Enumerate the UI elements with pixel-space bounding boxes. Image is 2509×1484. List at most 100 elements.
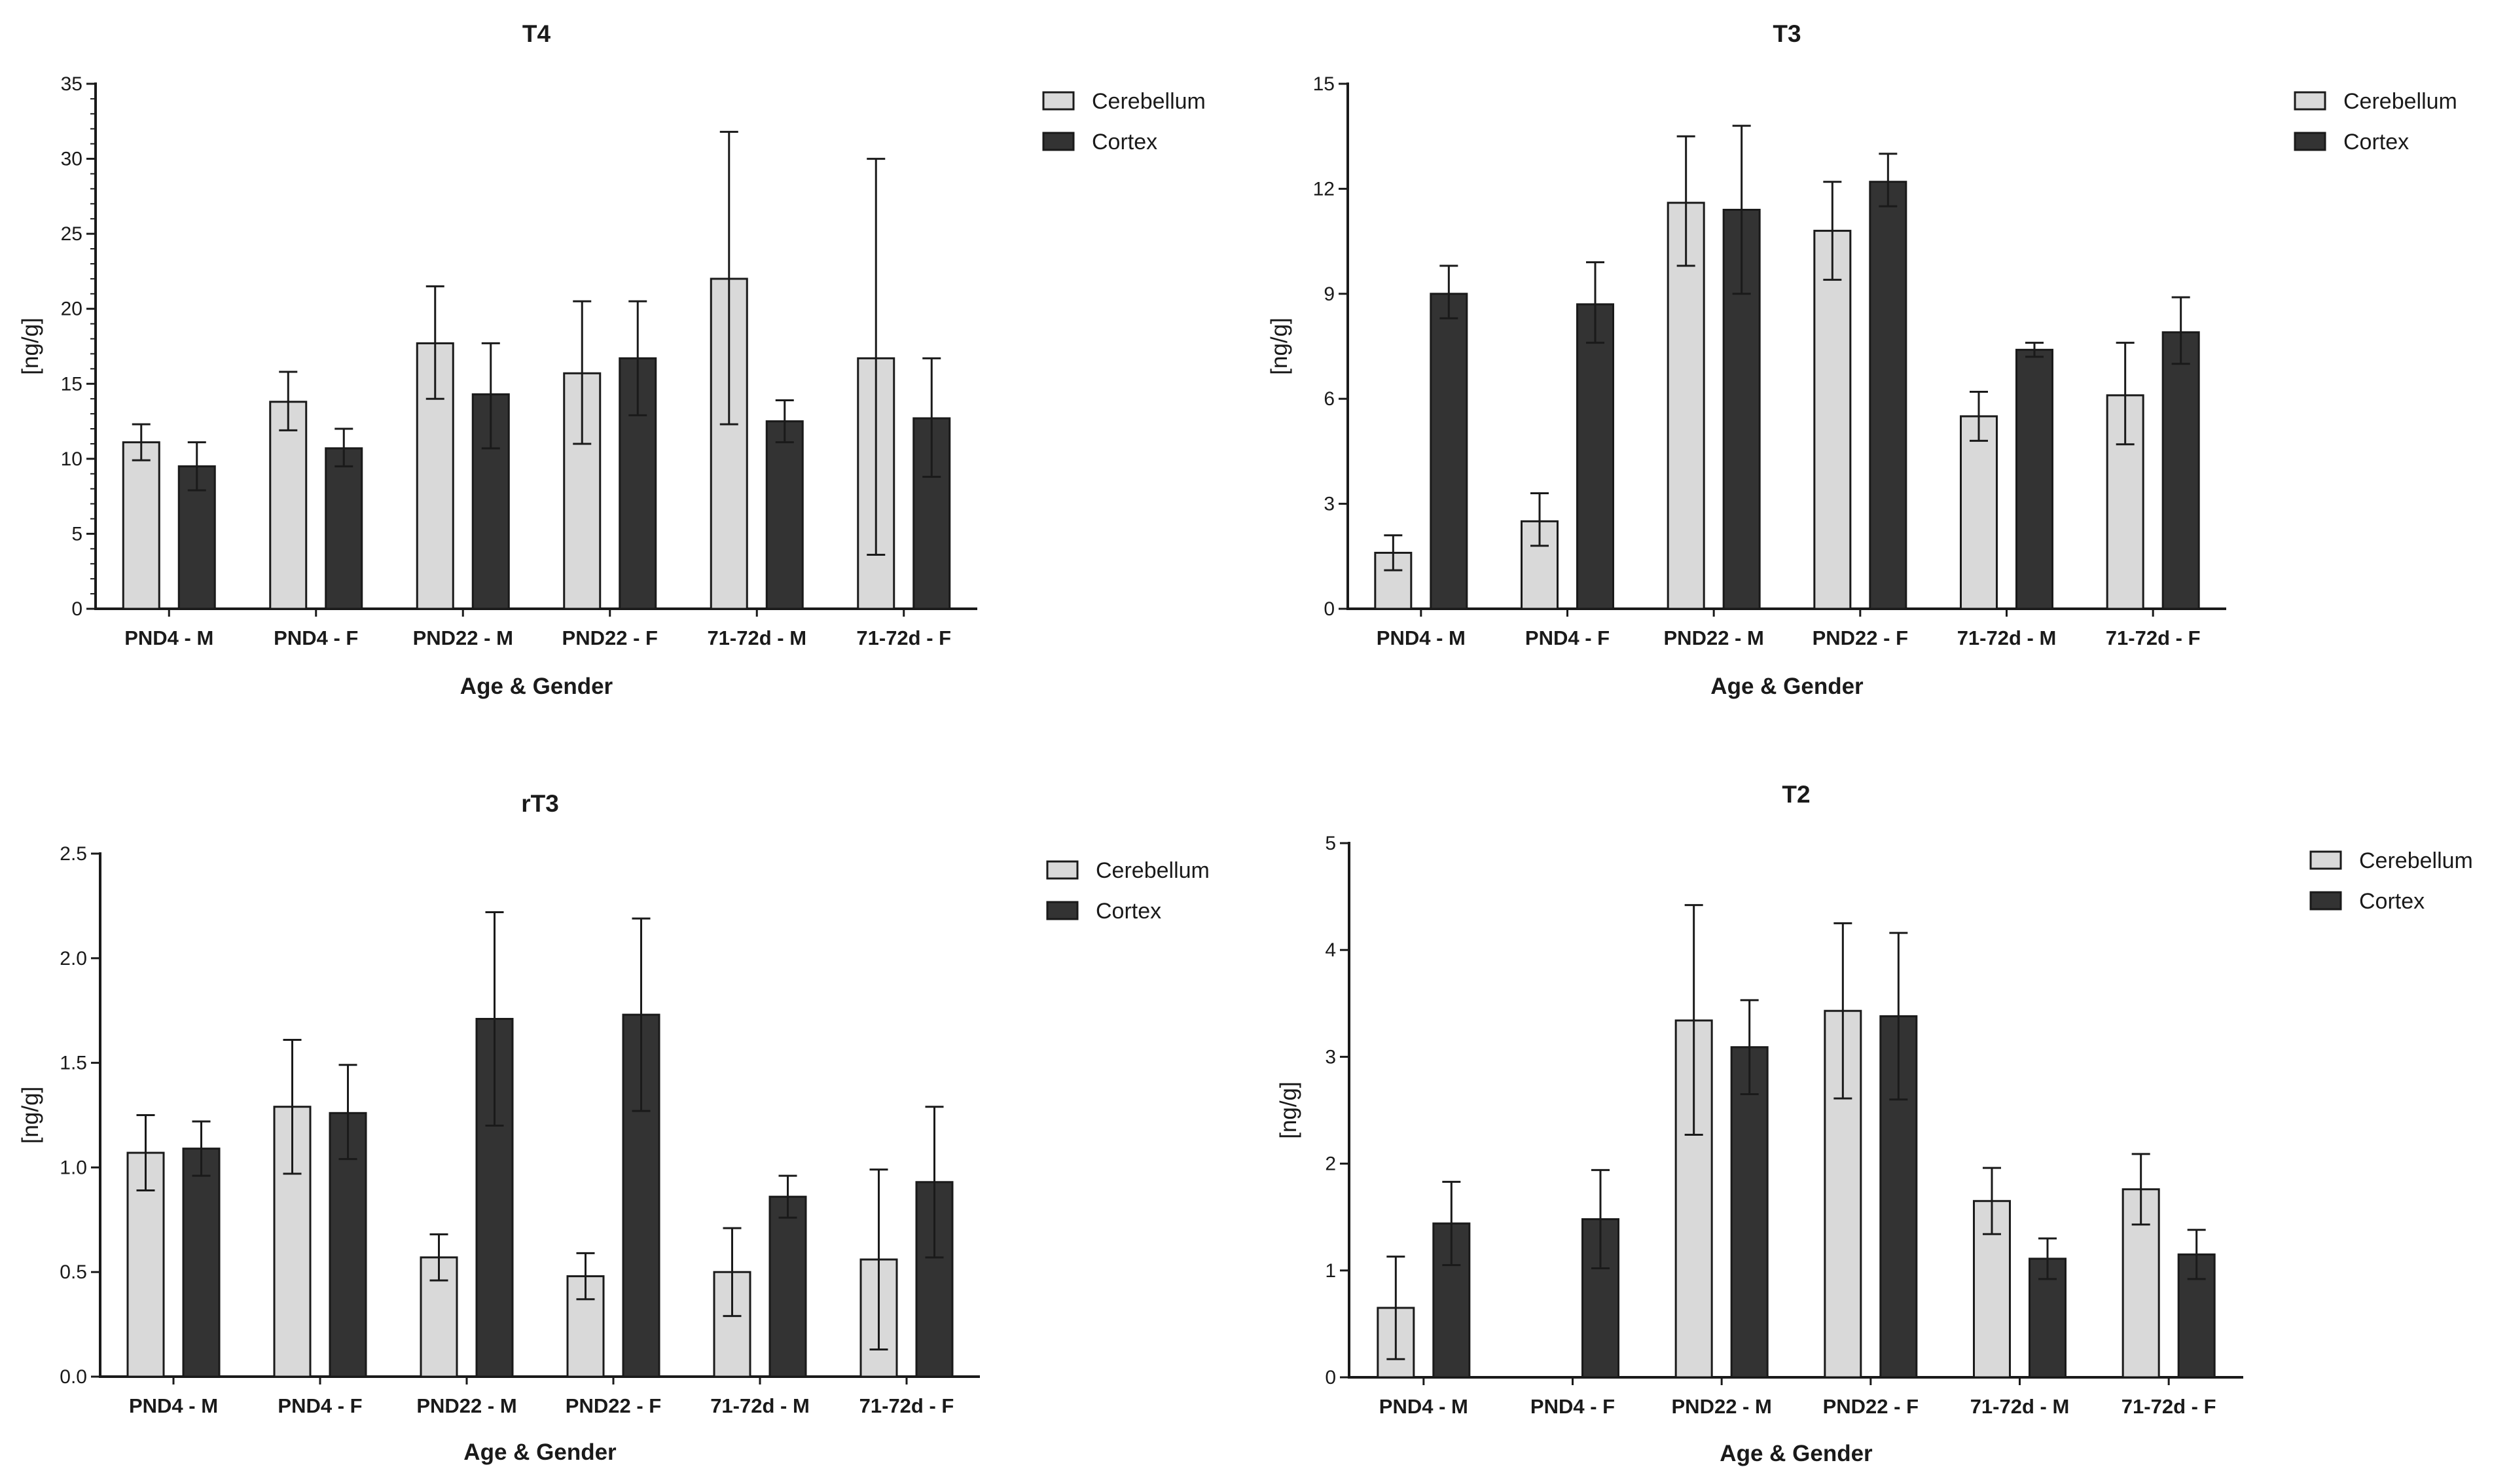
category-label: 71-72d - F — [859, 1394, 954, 1417]
bar-cerebellum — [2121, 1188, 2160, 1379]
y-axis-label: [ng/g] — [1267, 317, 1292, 375]
category-label: PND4 - F — [1530, 1395, 1615, 1418]
category-label: PND4 - F — [274, 626, 358, 649]
chart-panel-rt3: rT3 [ng/g] Age & Gender 0.0 0.5 1.0 1.5 2.0 2.5 P… — [18, 790, 1210, 1465]
legend-label: Cortex — [2343, 130, 2409, 154]
legend-swatch-cerebellum — [1046, 860, 1079, 880]
chart-panel-t3: T3 [ng/g] Age & Gender 0 3 6 9 12 15 PND4 - M PND4… — [1267, 20, 2457, 699]
y-tick-label: 0 — [71, 598, 82, 620]
bar-cortex — [765, 420, 804, 610]
chart-panel-t4: T4 [ng/g] Age & Gender 0 5 10 15 20 25 30 35 PND4 -… — [18, 20, 1206, 699]
category-label: PND22 - M — [1664, 626, 1764, 649]
chart-title: T4 — [522, 20, 551, 47]
bar-cerebellum — [1824, 1009, 1862, 1379]
x-axis-label: Age & Gender — [1710, 674, 1864, 699]
y-tick-label: 20 — [61, 299, 82, 320]
category-label: PND22 - M — [1672, 1395, 1772, 1418]
legend-swatch-cerebellum — [2294, 91, 2326, 111]
y-axis-label: [ng/g] — [18, 317, 43, 375]
chart-title: rT3 — [521, 790, 559, 817]
category-label: PND4 - F — [278, 1394, 362, 1417]
bar-cortex — [1430, 293, 1468, 610]
y-tick-label: 2 — [1325, 1153, 1336, 1175]
category-label: PND4 - M — [124, 626, 213, 649]
category-label: 71-72d - M — [707, 626, 806, 649]
category-label: PND4 - M — [129, 1394, 218, 1417]
y-tick-label: 6 — [1324, 388, 1335, 410]
y-tick-label: 4 — [1325, 939, 1336, 961]
y-tick-label: 0.0 — [60, 1366, 87, 1388]
y-tick-label: 1 — [1325, 1260, 1336, 1282]
y-axis-label: [ng/g] — [1276, 1081, 1301, 1139]
y-axis-label: [ng/g] — [18, 1087, 43, 1144]
y-tick-label: 0 — [1324, 598, 1335, 620]
x-axis-label: Age & Gender — [460, 674, 613, 699]
category-label: 71-72d - F — [2121, 1395, 2216, 1418]
bar-cerebellum — [1813, 230, 1852, 610]
legend-label: Cortex — [1096, 899, 1161, 924]
bar-cerebellum — [1667, 202, 1705, 610]
category-label: PND22 - F — [1813, 626, 1908, 649]
bar-cerebellum — [269, 401, 308, 610]
bar-cortex — [325, 447, 363, 610]
legend-label: Cortex — [2359, 889, 2425, 914]
y-tick-label: 15 — [1313, 73, 1335, 95]
legend-swatch-cortex — [2294, 132, 2326, 151]
y-tick-label: 25 — [61, 223, 82, 245]
category-label: PND22 - M — [413, 626, 513, 649]
legend-swatch-cerebellum — [2309, 850, 2342, 870]
category-label: PND4 - F — [1525, 626, 1610, 649]
y-tick-label: 12 — [1313, 178, 1335, 200]
chart-panel-t2: T2 [ng/g] Age & Gender 0 1 2 3 4 5 PND4 - M PND4 -… — [1276, 781, 2473, 1466]
bar-cerebellum — [1960, 415, 1998, 610]
legend-swatch-cerebellum — [1042, 91, 1075, 111]
bar-cortex — [768, 1195, 807, 1378]
category-label: 71-72d - M — [1970, 1395, 2070, 1418]
y-tick-label: 0.5 — [60, 1261, 87, 1283]
category-label: 71-72d - F — [856, 626, 951, 649]
y-tick-label: 3 — [1324, 494, 1335, 515]
y-tick-label: 10 — [61, 448, 82, 470]
bar-cortex — [1869, 181, 1907, 610]
legend-swatch-cortex — [1042, 132, 1075, 151]
category-label: PND4 - M — [1377, 626, 1466, 649]
y-tick-label: 9 — [1324, 283, 1335, 305]
x-axis-label: Age & Gender — [463, 1439, 617, 1465]
category-label: 71-72d - M — [1957, 626, 2057, 649]
bar-cortex — [2161, 331, 2200, 610]
y-tick-label: 5 — [71, 523, 82, 545]
y-tick-label: 5 — [1325, 833, 1336, 854]
chart-title: T3 — [1773, 20, 1801, 47]
y-tick-label: 30 — [61, 149, 82, 170]
y-tick-label: 2.0 — [60, 948, 87, 969]
legend-label: Cerebellum — [2359, 848, 2473, 873]
bar-cortex — [2177, 1253, 2216, 1379]
category-label: PND22 - F — [566, 1394, 661, 1417]
y-tick-label: 35 — [61, 73, 82, 95]
bar-cortex — [182, 1148, 221, 1378]
bar-cortex — [2015, 348, 2053, 610]
legend-swatch-cortex — [1046, 901, 1079, 920]
legend-label: Cerebellum — [1096, 858, 1210, 883]
category-label: 71-72d - F — [2106, 626, 2201, 649]
bar-cortex — [1576, 303, 1614, 610]
y-tick-label: 15 — [61, 373, 82, 395]
category-label: PND22 - F — [1823, 1395, 1919, 1418]
y-tick-label: 1.0 — [60, 1157, 87, 1178]
legend-label: Cerebellum — [2343, 89, 2457, 114]
category-label: PND22 - M — [416, 1394, 516, 1417]
y-tick-label: 1.5 — [60, 1053, 87, 1074]
legend-label: Cortex — [1092, 130, 1157, 154]
x-axis-label: Age & Gender — [1720, 1441, 1873, 1466]
y-tick-label: 3 — [1325, 1046, 1336, 1068]
category-label: PND4 - M — [1379, 1395, 1468, 1418]
bar-cortex — [1730, 1046, 1769, 1379]
legend-label: Cerebellum — [1092, 89, 1206, 114]
legend-swatch-cortex — [2309, 891, 2342, 911]
chart-title: T2 — [1782, 781, 1810, 808]
bar-cerebellum — [122, 441, 160, 610]
category-label: PND22 - F — [562, 626, 658, 649]
y-tick-label: 0 — [1325, 1367, 1336, 1388]
y-tick-label: 2.5 — [60, 843, 87, 865]
